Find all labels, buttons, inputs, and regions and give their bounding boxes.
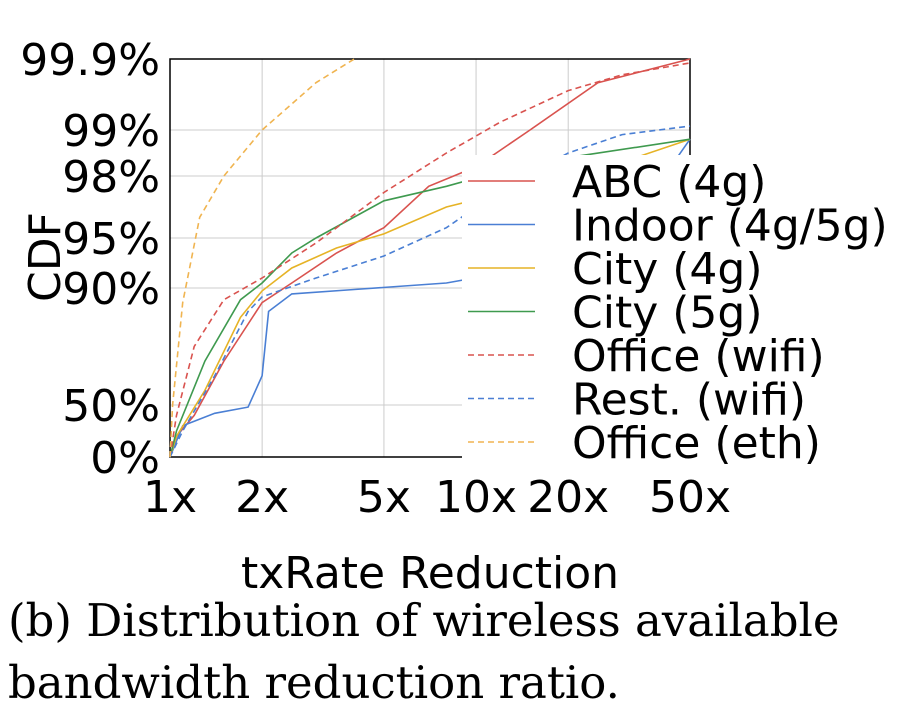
legend-label: ABC (4g) bbox=[572, 157, 766, 208]
series-line-0 bbox=[169, 58, 691, 458]
legend-label: City (5g) bbox=[572, 288, 762, 339]
x-axis-label: txRate Reduction bbox=[241, 548, 619, 599]
tick-labels: 1x 2x 5x 10x 20x 50x 0%50% 90%95% 98%99% 99.9% bbox=[20, 35, 731, 523]
legend-label: Office (wifi) bbox=[572, 331, 825, 382]
x-tick-label: 2x bbox=[235, 472, 289, 523]
legend-label: City (4g) bbox=[572, 244, 762, 295]
x-tick-label: 20x bbox=[527, 472, 609, 523]
series-line-4 bbox=[169, 62, 691, 458]
x-tick-label: 50x bbox=[649, 472, 731, 523]
y-tick-label: 99.9% bbox=[20, 35, 160, 86]
y-tick-label: 0% bbox=[90, 433, 160, 484]
x-tick-label: 5x bbox=[357, 472, 411, 523]
y-tick-label: 99% bbox=[62, 106, 160, 157]
legend-label: Rest. (wifi) bbox=[572, 375, 806, 426]
legend: ABC (4g)Indoor (4g/5g)City (4g)City (5g)… bbox=[462, 155, 902, 470]
legend-label: Indoor (4g/5g) bbox=[572, 201, 888, 252]
cdf-chart: 1x 2x 5x 10x 20x 50x 0%50% 90%95% 98%99% 99.9% tx… bbox=[20, 35, 902, 599]
x-tick-label: 10x bbox=[435, 472, 517, 523]
y-axis-label: CDF bbox=[20, 212, 71, 302]
y-tick-label: 95% bbox=[62, 214, 160, 265]
y-tick-label: 90% bbox=[62, 264, 160, 315]
y-tick-label: 98% bbox=[62, 152, 160, 203]
y-tick-label: 50% bbox=[62, 381, 160, 432]
figure-caption: (b) Distribution of wireless available b… bbox=[8, 594, 840, 709]
series-line-5 bbox=[169, 125, 691, 458]
legend-box bbox=[462, 155, 902, 470]
legend-label: Office (eth) bbox=[572, 418, 821, 469]
series-line-6 bbox=[169, 58, 355, 458]
x-tick-label: 1x bbox=[143, 472, 197, 523]
